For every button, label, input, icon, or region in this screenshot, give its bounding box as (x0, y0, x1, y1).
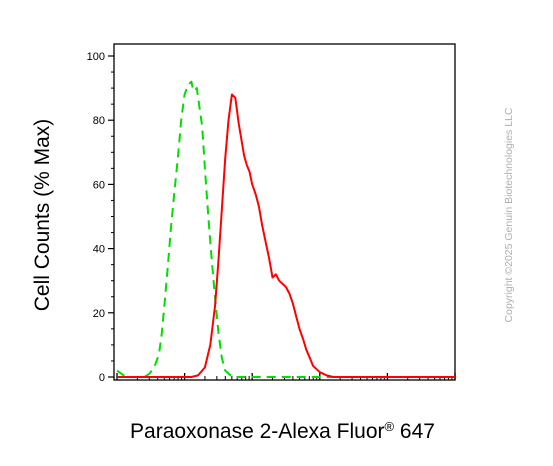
isotype-control-line (116, 80, 455, 378)
series-lines (116, 80, 455, 378)
y-tick-label: 80 (93, 115, 105, 127)
plot-frame (113, 43, 456, 381)
y-tick-label: 20 (93, 308, 105, 320)
plot-border (113, 43, 456, 381)
x-axis-label: Paraoxonase 2-Alexa Fluor® 647 (130, 419, 435, 443)
y-tick-label: 60 (93, 179, 105, 191)
y-tick-label: 100 (87, 51, 105, 63)
y-axis-ticks: 0 20 40 60 80 100 (87, 51, 114, 384)
y-tick-label: 0 (99, 372, 105, 384)
antibody-histogram-line (117, 93, 455, 378)
y-tick-label: 40 (93, 244, 105, 256)
